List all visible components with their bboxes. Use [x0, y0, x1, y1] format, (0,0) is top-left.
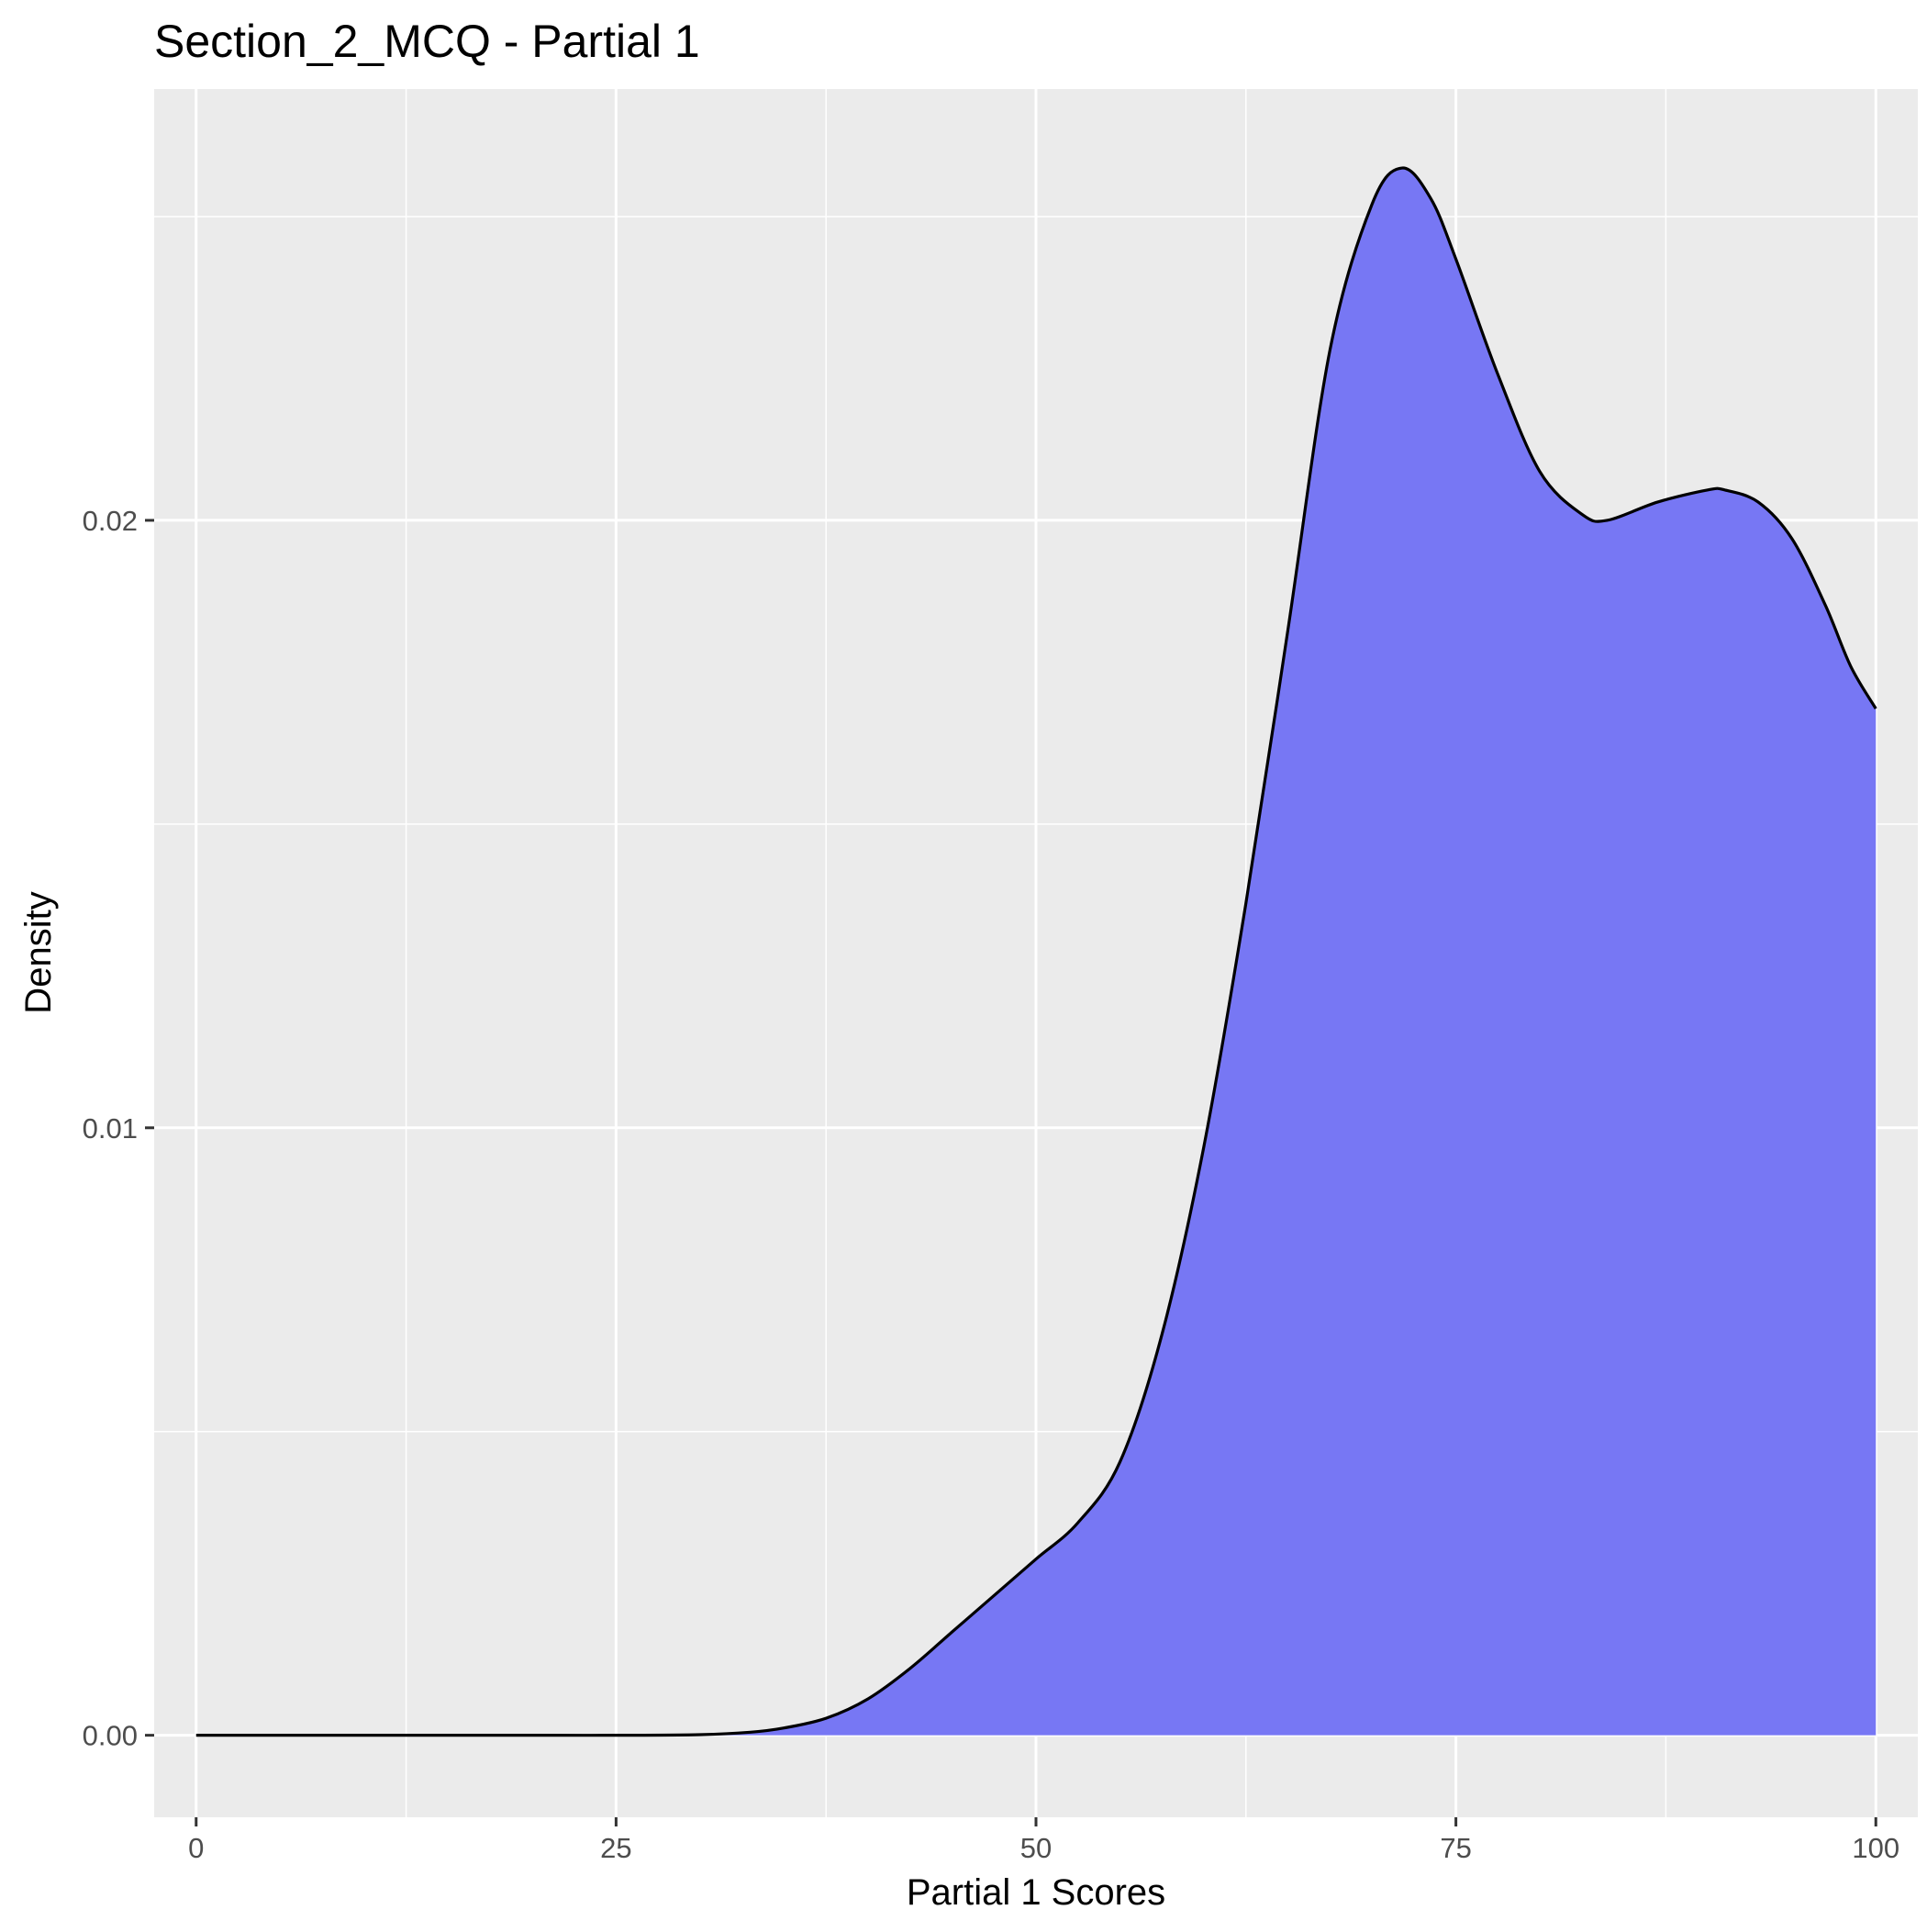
- y-axis-title: Density: [18, 891, 59, 1013]
- y-tick-label: 0.02: [83, 505, 138, 537]
- x-tick-label: 25: [600, 1832, 631, 1864]
- x-tick-label: 0: [188, 1832, 204, 1864]
- x-tick-label: 50: [1020, 1832, 1052, 1864]
- chart-title: Section_2_MCQ - Partial 1: [154, 16, 700, 67]
- density-area: [195, 167, 1877, 1736]
- y-tick-label: 0.01: [83, 1112, 138, 1145]
- y-axis: 0.00 0.01 0.02: [83, 505, 154, 1752]
- x-tick-label: 100: [1852, 1832, 1899, 1864]
- x-axis: 0 25 50 75 100: [188, 1817, 1899, 1864]
- density-line: [195, 166, 1877, 1737]
- x-axis-title: Partial 1 Scores: [907, 1872, 1165, 1913]
- x-tick-label: 75: [1440, 1832, 1471, 1864]
- y-tick-label: 0.00: [83, 1720, 138, 1752]
